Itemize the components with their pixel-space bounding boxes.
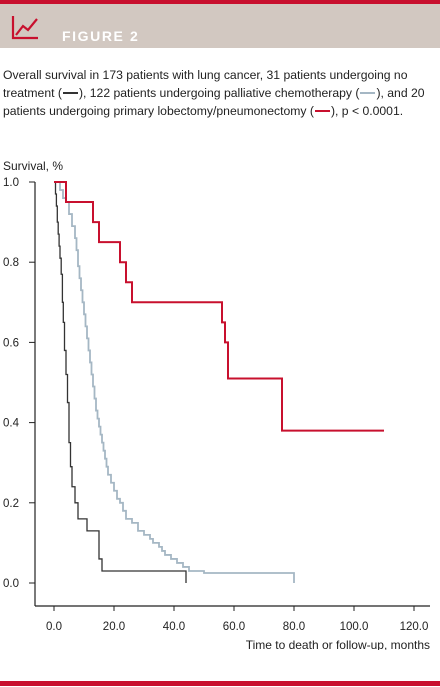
figure-header: FIGURE 2 xyxy=(0,4,440,48)
x-tick-label: 60.0 xyxy=(223,621,245,633)
caption-text-4: ), p < 0.0001. xyxy=(330,104,404,118)
x-tick-label: 40.0 xyxy=(163,621,185,633)
caption-text-2: ), 122 patients undergoing palliative ch… xyxy=(78,86,360,100)
y-tick-label: 1.0 xyxy=(3,177,19,189)
top-accent-line xyxy=(0,0,440,4)
y-tick-label: 0.0 xyxy=(3,578,19,590)
caption-text-1: Overall survival in 173 patients with lu… xyxy=(3,68,408,100)
survival-chart: Survival, % Time to death or follow-up, … xyxy=(3,159,430,650)
legend-key-surgery xyxy=(314,109,330,112)
y-tick-label: 0.2 xyxy=(3,498,19,510)
x-tick-label: 80.0 xyxy=(283,621,305,633)
y-tick-label: 0.4 xyxy=(3,418,20,430)
y-tick-label: 0.8 xyxy=(3,257,19,269)
x-tick-label: 120.0 xyxy=(400,621,429,633)
x-axis-label: Time to death or follow-up, months xyxy=(246,638,430,650)
surgery-curve xyxy=(54,181,384,432)
x-tick-label: 100.0 xyxy=(340,621,369,633)
line-chart-icon xyxy=(11,16,38,40)
x-tick-label: 20.0 xyxy=(103,621,125,633)
caption-text-3: ), and 20 patients undergoing primary lo… xyxy=(3,86,425,118)
chemotherapy-curve xyxy=(54,181,295,583)
figure-label: FIGURE 2 xyxy=(62,28,140,44)
x-tick-label: 0.0 xyxy=(46,621,62,633)
y-axis-label: Survival, % xyxy=(3,159,63,173)
figure-caption: Overall survival in 173 patients with lu… xyxy=(3,66,438,120)
legend-key-no-treatment xyxy=(62,91,78,94)
bottom-accent-line xyxy=(0,681,440,686)
no-treatment-curve xyxy=(54,181,187,583)
legend-key-chemotherapy xyxy=(360,91,376,94)
y-tick-label: 0.6 xyxy=(3,337,19,349)
